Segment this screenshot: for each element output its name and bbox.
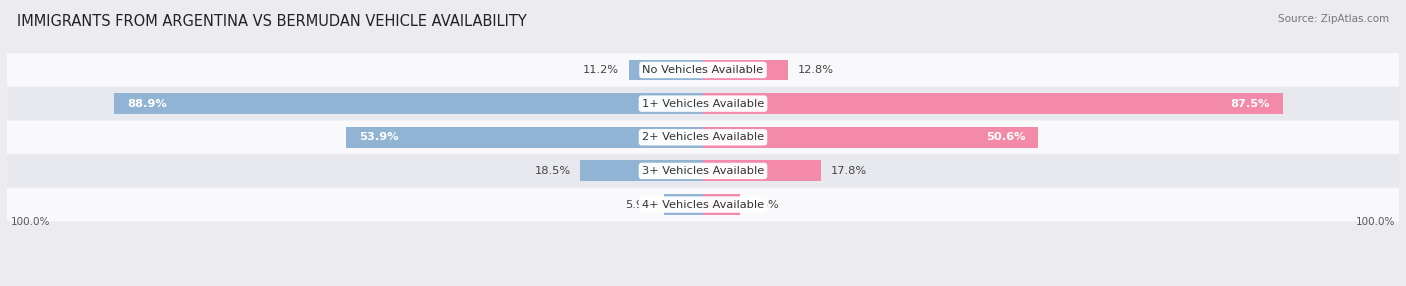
FancyBboxPatch shape bbox=[7, 87, 1399, 120]
FancyBboxPatch shape bbox=[7, 188, 1399, 221]
Text: 1+ Vehicles Available: 1+ Vehicles Available bbox=[643, 99, 763, 109]
Text: 5.6%: 5.6% bbox=[749, 200, 779, 210]
FancyBboxPatch shape bbox=[7, 53, 1399, 87]
FancyBboxPatch shape bbox=[7, 154, 1399, 188]
Bar bbox=[628, 59, 703, 80]
Bar bbox=[703, 160, 821, 181]
Text: 53.9%: 53.9% bbox=[359, 132, 399, 142]
Bar bbox=[346, 127, 703, 148]
Text: 3+ Vehicles Available: 3+ Vehicles Available bbox=[643, 166, 763, 176]
Text: 50.6%: 50.6% bbox=[986, 132, 1025, 142]
Text: 88.9%: 88.9% bbox=[127, 99, 167, 109]
Bar bbox=[703, 127, 1039, 148]
Text: 87.5%: 87.5% bbox=[1230, 99, 1270, 109]
Text: 11.2%: 11.2% bbox=[583, 65, 619, 75]
Bar bbox=[114, 93, 703, 114]
Bar bbox=[703, 93, 1282, 114]
Text: 18.5%: 18.5% bbox=[534, 166, 571, 176]
FancyBboxPatch shape bbox=[7, 120, 1399, 154]
Bar bbox=[581, 160, 703, 181]
Text: 100.0%: 100.0% bbox=[10, 217, 49, 227]
Text: 17.8%: 17.8% bbox=[831, 166, 868, 176]
Text: 5.9%: 5.9% bbox=[626, 200, 654, 210]
Text: 2+ Vehicles Available: 2+ Vehicles Available bbox=[643, 132, 763, 142]
Bar bbox=[664, 194, 703, 215]
Bar bbox=[703, 59, 787, 80]
Text: IMMIGRANTS FROM ARGENTINA VS BERMUDAN VEHICLE AVAILABILITY: IMMIGRANTS FROM ARGENTINA VS BERMUDAN VE… bbox=[17, 14, 527, 29]
Text: 100.0%: 100.0% bbox=[1357, 217, 1396, 227]
Text: No Vehicles Available: No Vehicles Available bbox=[643, 65, 763, 75]
Text: 12.8%: 12.8% bbox=[797, 65, 834, 75]
Bar bbox=[703, 194, 740, 215]
Text: 4+ Vehicles Available: 4+ Vehicles Available bbox=[643, 200, 763, 210]
Text: Source: ZipAtlas.com: Source: ZipAtlas.com bbox=[1278, 14, 1389, 24]
